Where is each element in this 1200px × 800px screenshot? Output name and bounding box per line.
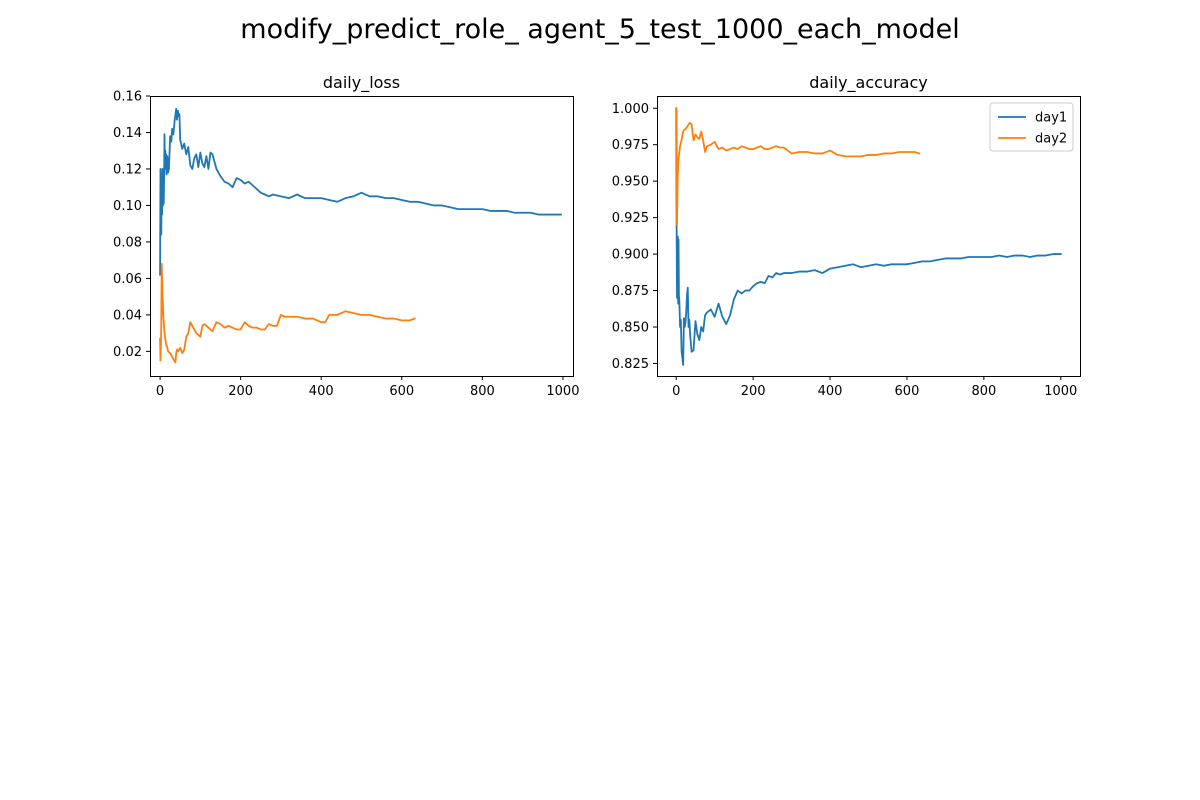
- loss-x-tick-label: 200: [228, 384, 253, 399]
- loss-x-tick-label: 1000: [546, 384, 579, 399]
- accuracy-x-tick-label: 1000: [1044, 384, 1077, 399]
- loss-chart-title: daily_loss: [323, 73, 400, 93]
- loss-day1-line: [159, 107, 562, 276]
- accuracy-x-tick-label: 0: [672, 384, 680, 399]
- loss-chart: daily_loss 0 200 400 600 800 1000 0.02 0.04 0.06 0…: [113, 73, 579, 399]
- accuracy-y-tick-label: 1.000: [612, 102, 649, 117]
- loss-day2-line: [159, 262, 416, 364]
- accuracy-axes-frame: [657, 96, 1081, 377]
- loss-x-tick-label: 400: [309, 384, 334, 399]
- loss-x-tick-label: 0: [156, 384, 164, 399]
- accuracy-y-tick-label: 0.875: [612, 284, 649, 299]
- accuracy-y-tick-label: 0.825: [612, 357, 649, 372]
- accuracy-y-tick-label: 0.950: [612, 175, 649, 190]
- accuracy-x-tick-label: 400: [818, 384, 843, 399]
- loss-y-tick-label: 0.04: [113, 308, 142, 323]
- loss-x-tick-label: 600: [389, 384, 414, 399]
- accuracy-y-tick-label: 0.975: [612, 138, 649, 153]
- loss-y-tick-label: 0.16: [113, 90, 142, 105]
- accuracy-legend-frame: [989, 102, 1074, 152]
- accuracy-x-tick-label: 800: [971, 384, 996, 399]
- accuracy-legend: day1 day2: [989, 102, 1074, 152]
- loss-x-tick-label: 800: [470, 384, 495, 399]
- loss-y-tick-label: 0.14: [113, 126, 142, 141]
- loss-y-tick-label: 0.02: [113, 345, 142, 360]
- accuracy-day1-line: [675, 107, 1062, 366]
- loss-axes-frame: [150, 96, 574, 377]
- accuracy-day2-line: [675, 107, 921, 226]
- accuracy-y-tick-label: 0.900: [612, 248, 649, 263]
- accuracy-y-tick-label: 0.925: [612, 211, 649, 226]
- accuracy-chart-title: daily_accuracy: [809, 73, 928, 93]
- loss-y-tick-label: 0.08: [113, 235, 142, 250]
- accuracy-legend-label-day1: day1: [1035, 111, 1067, 126]
- accuracy-x-tick-label: 200: [741, 384, 766, 399]
- accuracy-legend-label-day2: day2: [1035, 132, 1067, 147]
- accuracy-y-tick-label: 0.850: [612, 321, 649, 336]
- loss-y-tick-label: 0.12: [113, 162, 142, 177]
- accuracy-x-tick-label: 600: [895, 384, 920, 399]
- figure-suptitle: modify_predict_role_ agent_5_test_1000_e…: [240, 14, 959, 45]
- loss-y-tick-label: 0.06: [113, 272, 142, 287]
- accuracy-chart: daily_accuracy 0 200 400 600 800 1000 0.825 0.85…: [612, 73, 1081, 399]
- loss-y-tick-label: 0.10: [113, 199, 142, 214]
